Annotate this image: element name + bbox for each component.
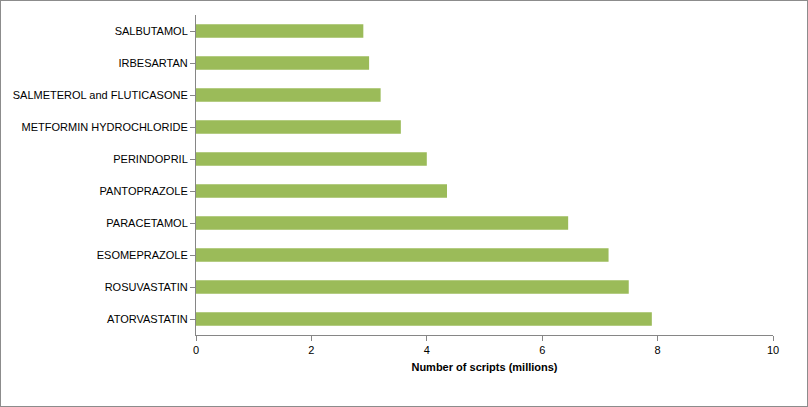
svg-text:0: 0: [193, 344, 199, 356]
svg-text:SALMETEROL and FLUTICASONE: SALMETEROL and FLUTICASONE: [13, 89, 188, 101]
svg-text:ROSUVASTATIN: ROSUVASTATIN: [105, 281, 188, 293]
svg-text:IRBESARTAN: IRBESARTAN: [119, 57, 188, 69]
svg-text:ESOMEPRAZOLE: ESOMEPRAZOLE: [97, 249, 188, 261]
svg-text:PARACETAMOL: PARACETAMOL: [106, 217, 188, 229]
svg-text:8: 8: [655, 344, 661, 356]
svg-text:Number of scripts (millions): Number of scripts (millions): [411, 361, 557, 373]
svg-text:ATORVASTATIN: ATORVASTATIN: [107, 313, 188, 325]
svg-text:METFORMIN HYDROCHLORIDE: METFORMIN HYDROCHLORIDE: [22, 121, 188, 133]
svg-text:4: 4: [424, 344, 430, 356]
svg-text:SALBUTAMOL: SALBUTAMOL: [115, 25, 188, 37]
svg-text:10: 10: [767, 344, 779, 356]
svg-text:6: 6: [539, 344, 545, 356]
svg-text:PERINDOPRIL: PERINDOPRIL: [113, 153, 188, 165]
svg-text:PANTOPRAZOLE: PANTOPRAZOLE: [100, 185, 188, 197]
svg-text:2: 2: [308, 344, 314, 356]
